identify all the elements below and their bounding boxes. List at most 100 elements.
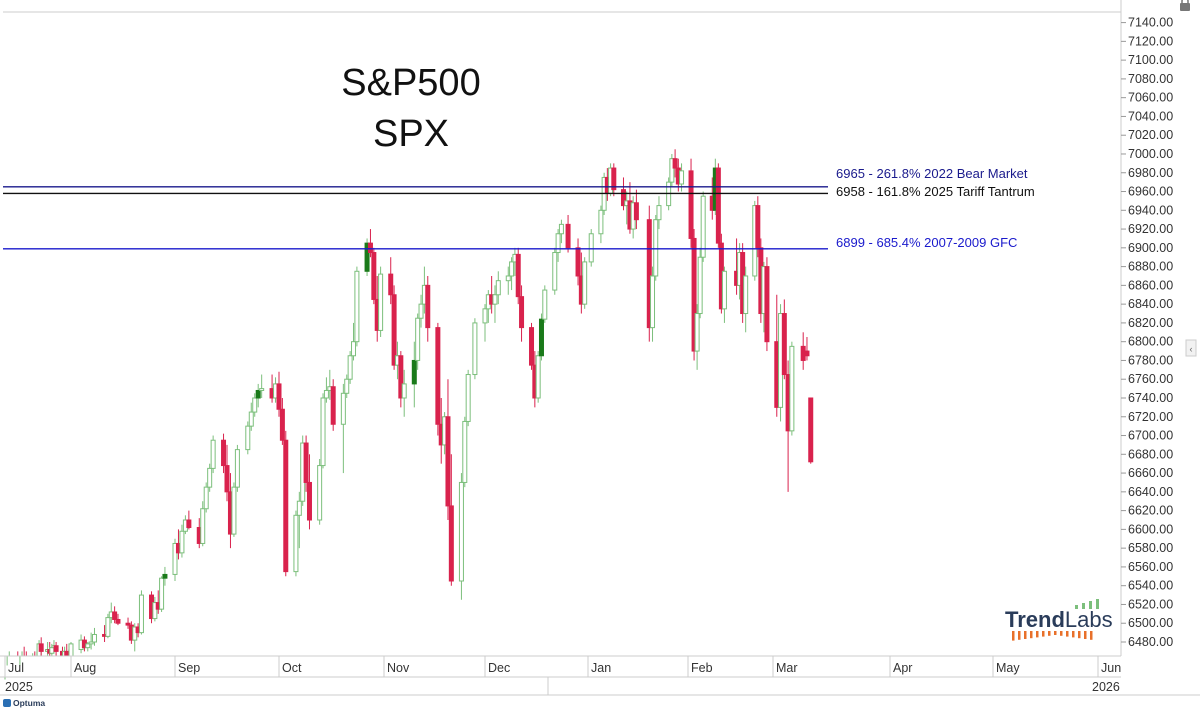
y-tick-label: 6900.00	[1128, 241, 1173, 255]
candle-body	[231, 486, 237, 535]
x-month-label: Nov	[387, 661, 410, 675]
candle-body	[296, 500, 302, 516]
candle	[210, 435, 216, 474]
y-tick-label: 6520.00	[1128, 597, 1173, 611]
candle-body	[472, 322, 478, 376]
candle	[186, 510, 192, 530]
y-tick-label: 6740.00	[1128, 391, 1173, 405]
x-month-label: Oct	[282, 661, 302, 675]
candle	[221, 433, 227, 474]
candle	[804, 336, 810, 361]
logo-bar	[1030, 631, 1033, 639]
y-tick-label: 7120.00	[1128, 34, 1173, 48]
candle-body	[555, 233, 561, 254]
candle-body	[509, 261, 515, 277]
candle-body	[755, 205, 761, 249]
candle-body	[330, 386, 336, 425]
x-month-label: May	[996, 661, 1020, 675]
candle-body	[351, 341, 357, 357]
candle	[203, 482, 209, 513]
candle-body	[425, 284, 431, 329]
candle-body	[721, 270, 727, 310]
candle	[306, 454, 312, 530]
candle-body	[646, 219, 652, 329]
logo-bar	[1018, 631, 1021, 640]
logo-bar	[1084, 631, 1087, 639]
candle-body	[808, 397, 814, 463]
candle	[234, 444, 240, 492]
candle-body	[535, 355, 541, 399]
candle	[248, 402, 254, 431]
candle	[152, 596, 158, 622]
candle	[656, 196, 662, 230]
level-label: 6958 - 161.8% 2025 Tariff Tantrum	[836, 184, 1035, 199]
candle-body	[378, 273, 384, 331]
candle-body	[492, 294, 498, 305]
y-axis: 6480.00 6500.00 6520.00 6540.00 6560.00 6580.…	[1120, 0, 1173, 656]
candle-body	[207, 467, 213, 488]
level-lines: 6965 - 261.8% 2022 Bear Market 6958 - 161…	[3, 166, 1035, 250]
candle	[415, 313, 421, 370]
candle	[105, 613, 111, 639]
candle-body	[172, 542, 178, 575]
x-month-label: Dec	[488, 661, 510, 675]
candle-body	[320, 397, 326, 467]
candle	[388, 257, 394, 305]
candle-body	[418, 303, 424, 319]
y-tick-label: 6480.00	[1128, 635, 1173, 649]
candle-body	[669, 158, 675, 183]
candle-body	[364, 242, 370, 272]
candle-body	[252, 397, 258, 413]
logo-bar	[1082, 603, 1085, 609]
y-tick-label: 6920.00	[1128, 222, 1173, 236]
candle-body	[445, 416, 451, 507]
candle-body	[764, 266, 770, 343]
chart-subtitle: SPX	[373, 113, 449, 155]
candle	[138, 590, 144, 635]
y-tick-label: 6960.00	[1128, 185, 1173, 199]
candle	[367, 229, 373, 258]
x-month-label: Mar	[776, 661, 798, 675]
candle-body	[656, 205, 662, 221]
candle	[509, 257, 515, 291]
candle-body	[598, 209, 604, 235]
candle	[85, 642, 91, 652]
candle-body	[391, 294, 397, 366]
x-month-label: Feb	[691, 661, 713, 675]
collapse-handle-icon[interactable]: ‹	[1185, 339, 1197, 357]
candle-body	[519, 296, 525, 329]
candle-body	[255, 389, 261, 399]
candle-body	[340, 392, 346, 425]
candle	[700, 191, 706, 262]
candle	[38, 637, 44, 656]
y-tick-label: 6620.00	[1128, 504, 1173, 518]
candle-body	[162, 573, 168, 579]
y-tick-label: 6660.00	[1128, 466, 1173, 480]
candle-body	[224, 465, 230, 493]
candle-body	[575, 247, 581, 277]
candle-body	[448, 505, 454, 582]
x-month-label: Apr	[893, 661, 912, 675]
lock-icon[interactable]	[1180, 0, 1190, 11]
candle-body	[179, 530, 185, 554]
candle	[179, 524, 185, 558]
candle-body	[132, 626, 138, 641]
candle	[515, 247, 521, 305]
candle	[764, 257, 770, 352]
candle-body	[694, 313, 700, 352]
y-tick-label: 7040.00	[1128, 109, 1173, 123]
level-label: 6899 - 685.4% 2007-2009 GFC	[836, 235, 1017, 250]
logo-bar	[1048, 631, 1051, 636]
candle	[340, 383, 346, 474]
candle	[492, 285, 498, 323]
candle	[231, 482, 237, 537]
candle-body	[138, 594, 144, 634]
candle	[519, 285, 525, 342]
candle-body	[159, 577, 165, 610]
candle	[371, 247, 377, 305]
candle	[482, 304, 488, 342]
logo-bar	[1089, 601, 1092, 609]
candle-body	[203, 486, 209, 510]
candle	[672, 149, 678, 178]
